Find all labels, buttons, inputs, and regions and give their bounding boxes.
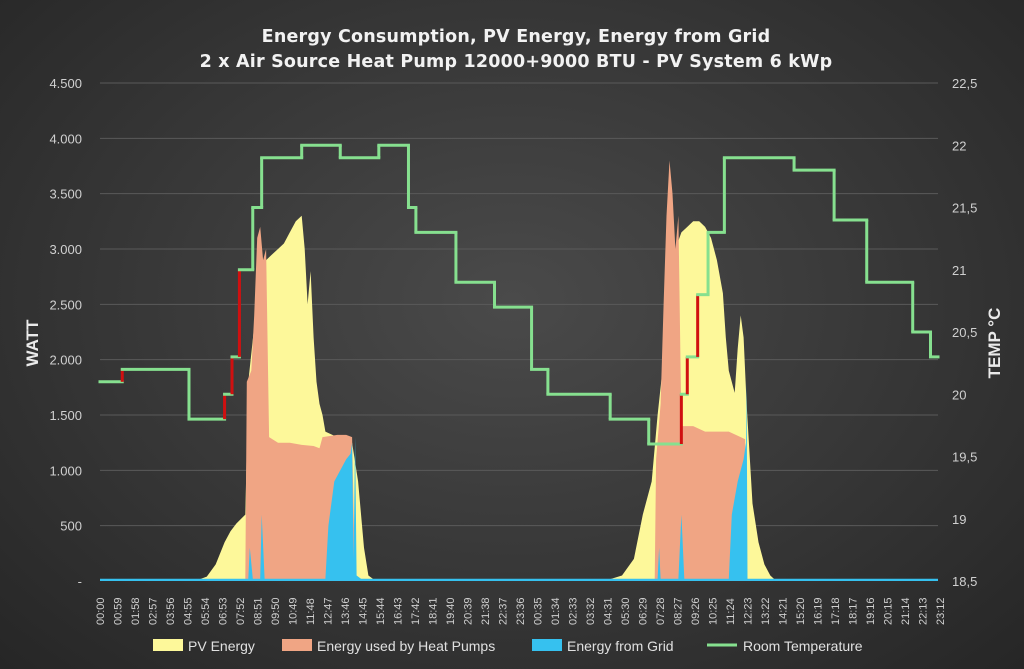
x-tick-label: 20:39 [463, 597, 475, 625]
legend-swatch-grid [532, 639, 562, 651]
x-tick-label: 05:54 [200, 597, 212, 625]
x-tick-label: 11:24 [725, 598, 737, 625]
x-tick-label: 19:40 [445, 597, 457, 625]
room-temperature-line [98, 143, 940, 446]
y-tick-label: 500 [60, 519, 82, 534]
x-tick-label: 14:45 [358, 597, 370, 625]
x-tick-label: 13:22 [760, 597, 772, 625]
y-tick-label: 2.500 [49, 297, 82, 312]
x-tick-label: 14:21 [778, 597, 790, 625]
x-tick-label: 16:19 [813, 597, 825, 625]
y2-axis-title: TEMP °C [985, 308, 1004, 379]
y-tick-label: 4.000 [49, 131, 82, 146]
y-tick-label: 3.500 [49, 187, 82, 202]
y-tick-label: 1.500 [49, 408, 82, 423]
x-tick-label: 05:30 [620, 597, 632, 625]
legend-label-pv-energy: PV Energy [188, 638, 255, 654]
chart-title: Energy Consumption, PV Energy, Energy fr… [262, 27, 771, 47]
y2-tick-label: 21 [952, 263, 966, 278]
y-tick-label: 4.500 [49, 76, 82, 91]
x-tick-label: 21:38 [480, 597, 492, 625]
y2-tick-label: 21,5 [952, 201, 977, 216]
x-tick-label: 16:43 [393, 597, 405, 625]
legend-label-heat-pumps: Energy used by Heat Pumps [317, 638, 495, 654]
x-tick-label: 18:41 [428, 597, 440, 625]
x-tick-label: 00:35 [533, 597, 545, 625]
x-tick-label: 09:26 [690, 597, 702, 625]
x-tick-label: 02:33 [568, 597, 580, 625]
legend-label-room-temperature: Room Temperature [743, 638, 863, 654]
y2-tick-label: 20,5 [952, 325, 977, 340]
legend-label-grid: Energy from Grid [567, 638, 674, 654]
x-tick-label: 11:48 [305, 598, 317, 625]
legend-swatch-heat-pumps [282, 639, 312, 651]
x-tick-label: 10:25 [708, 597, 720, 625]
x-tick-label: 07:28 [655, 597, 667, 625]
y-tick-label: - [78, 574, 82, 589]
y2-tick-label: 19 [952, 512, 966, 527]
x-tick-label: 08:51 [253, 597, 265, 625]
x-tick-label: 08:27 [673, 597, 685, 625]
left-axis-ticks: - 500 1.000 1.500 2.000 2.500 3.000 3.500 4.000 4… [49, 76, 82, 589]
x-tick-label: 12:47 [323, 597, 335, 625]
x-tick-label: 00:00 [95, 597, 107, 625]
y-tick-label: 1.000 [49, 463, 82, 478]
x-tick-label: 15:20 [795, 597, 807, 625]
x-tick-label: 01:34 [550, 597, 562, 625]
x-tick-label: 22:37 [498, 597, 510, 625]
x-tick-label: 00:59 [113, 597, 125, 625]
x-tick-label: 19:16 [865, 597, 877, 625]
y2-tick-label: 19,5 [952, 450, 977, 465]
y2-tick-label: 20 [952, 387, 966, 402]
x-tick-label: 04:31 [603, 597, 615, 625]
x-tick-label: 23:36 [515, 597, 527, 625]
x-tick-label: 20:15 [883, 597, 895, 625]
x-tick-label: 21:14 [900, 597, 912, 625]
y-tick-label: 3.000 [49, 242, 82, 257]
x-tick-label: 18:17 [848, 597, 860, 625]
x-tick-label: 17:42 [410, 597, 422, 625]
x-tick-label: 06:53 [218, 597, 230, 625]
x-tick-label: 07:52 [235, 597, 247, 625]
x-tick-label: 22:13 [918, 597, 930, 625]
y2-tick-label: 18,5 [952, 574, 977, 589]
x-tick-label: 09:50 [270, 597, 282, 625]
heat-pumps-area [100, 160, 938, 581]
legend-swatch-pv-energy [153, 639, 183, 651]
y2-tick-label: 22 [952, 138, 966, 153]
x-tick-label: 03:32 [585, 597, 597, 625]
x-tick-label: 10:49 [288, 597, 300, 625]
x-tick-label: 04:55 [183, 597, 195, 625]
chart-subtitle: 2 x Air Source Heat Pump 12000+9000 BTU … [200, 52, 833, 72]
x-tick-label: 01:58 [130, 597, 142, 625]
right-axis-ticks: 18,5 19 19,5 20 20,5 21 21,5 22 22,5 [952, 76, 977, 589]
y-tick-label: 2.000 [49, 353, 82, 368]
legend: PV Energy Energy used by Heat Pumps Ener… [153, 638, 863, 654]
y-axis-title: WATT [23, 319, 42, 367]
x-tick-label: 03:56 [165, 597, 177, 625]
x-tick-label: 15:44 [375, 597, 387, 625]
x-tick-label: 02:57 [148, 597, 160, 625]
y2-tick-label: 22,5 [952, 76, 977, 91]
x-axis-ticks: 00:00 00:59 01:58 02:57 03:56 04:55 05:54 06:53… [95, 597, 947, 625]
x-tick-label: 12:23 [743, 597, 755, 625]
x-tick-label: 23:12 [935, 597, 947, 625]
gridlines [100, 82, 938, 527]
x-tick-label: 06:29 [638, 597, 650, 625]
x-tick-label: 13:46 [340, 597, 352, 625]
x-tick-label: 17:18 [830, 597, 842, 625]
series-layer [98, 143, 940, 582]
